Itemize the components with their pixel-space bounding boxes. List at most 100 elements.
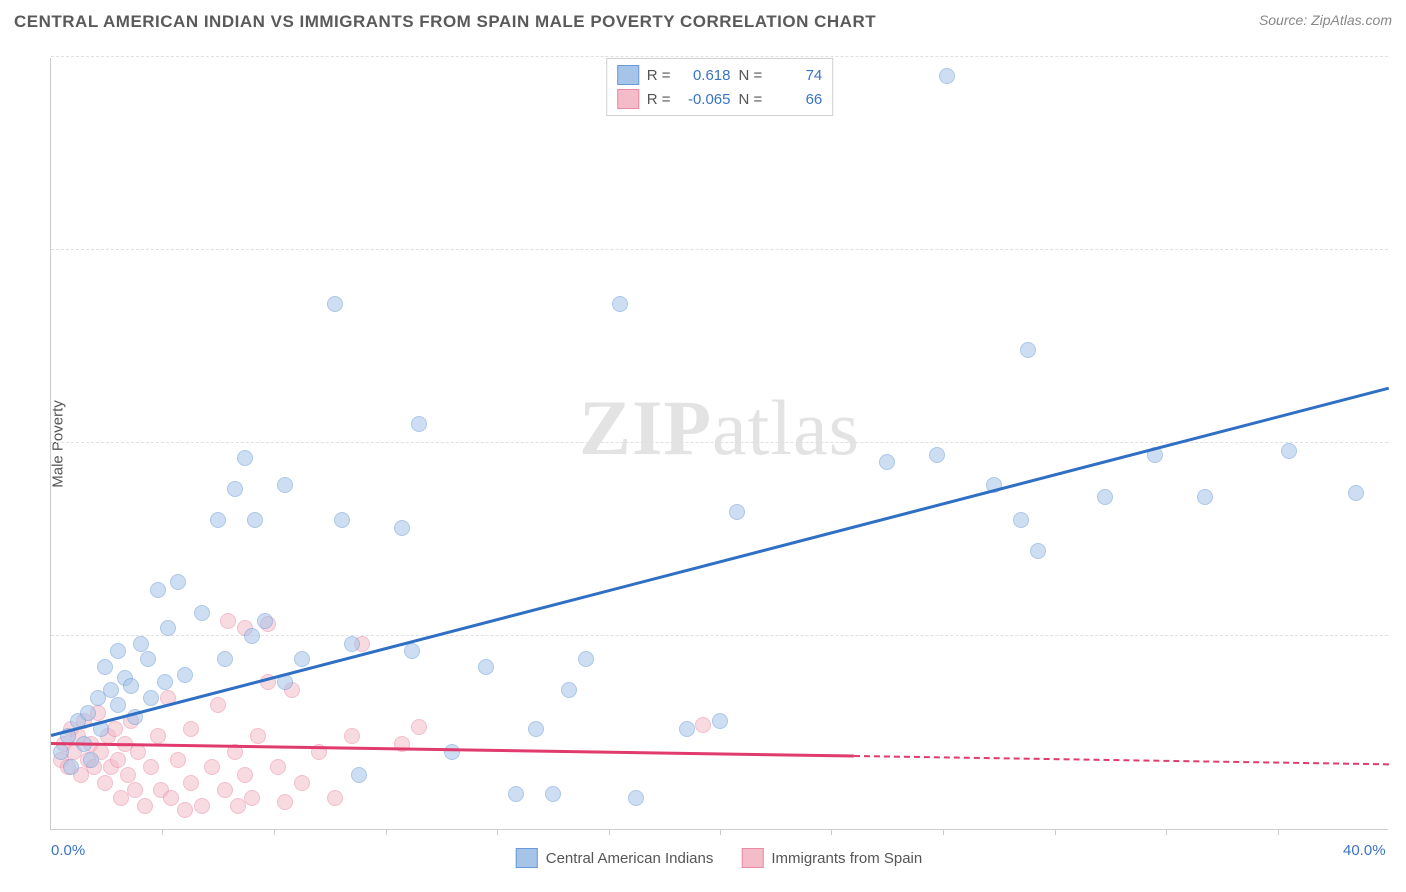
scatter-point-cai [140,651,156,667]
scatter-point-ifs [244,790,260,806]
legend-swatch-cai [516,848,538,868]
scatter-point-cai [327,296,343,312]
scatter-point-cai [170,574,186,590]
scatter-point-ifs [143,759,159,775]
x-minor-tick [609,829,610,835]
scatter-point-cai [1097,489,1113,505]
x-minor-tick [831,829,832,835]
scatter-point-ifs [411,719,427,735]
scatter-point-cai [210,512,226,528]
scatter-point-cai [334,512,350,528]
scatter-point-ifs [120,767,136,783]
x-minor-tick [1055,829,1056,835]
n-label: N = [739,67,763,84]
scatter-point-ifs [327,790,343,806]
scatter-point-cai [80,705,96,721]
chart-area: Male Poverty ZIPatlas R = 0.618 N = 74 R… [50,58,1388,830]
scatter-point-cai [143,690,159,706]
scatter-point-cai [103,682,119,698]
trendline [854,755,1389,765]
scatter-point-cai [294,651,310,667]
scatter-point-cai [110,697,126,713]
legend-item-ifs: Immigrants from Spain [741,848,922,868]
legend-swatch-ifs [741,848,763,868]
x-tick-label: 40.0% [1343,842,1386,859]
scatter-point-cai [110,643,126,659]
scatter-point-cai [528,721,544,737]
scatter-point-ifs [220,613,236,629]
x-minor-tick [1166,829,1167,835]
source-label: Source: ZipAtlas.com [1259,12,1392,28]
scatter-point-cai [83,752,99,768]
scatter-point-ifs [183,721,199,737]
scatter-point-cai [160,620,176,636]
header: CENTRAL AMERICAN INDIAN VS IMMIGRANTS FR… [14,12,1392,32]
scatter-point-cai [1030,543,1046,559]
scatter-point-ifs [150,728,166,744]
x-minor-tick [943,829,944,835]
legend-item-cai: Central American Indians [516,848,714,868]
scatter-point-ifs [217,782,233,798]
scatter-point-ifs [237,767,253,783]
scatter-point-cai [217,651,233,667]
gridline [51,56,1388,57]
scatter-point-cai [939,68,955,84]
scatter-point-cai [227,481,243,497]
stats-legend: R = 0.618 N = 74 R = -0.065 N = 66 [606,58,834,116]
scatter-point-ifs [130,744,146,760]
y-tick-label: 25.0% [1396,628,1406,645]
scatter-point-cai [1281,443,1297,459]
scatter-point-ifs [97,775,113,791]
scatter-point-ifs [250,728,266,744]
scatter-point-cai [63,759,79,775]
y-tick-label: 75.0% [1396,242,1406,259]
gridline [51,442,1388,443]
scatter-point-cai [578,651,594,667]
r-value-cai: 0.618 [679,67,731,84]
swatch-ifs [617,89,639,109]
scatter-point-cai [177,667,193,683]
scatter-point-cai [237,450,253,466]
scatter-point-ifs [137,798,153,814]
scatter-point-cai [133,636,149,652]
bottom-legend: Central American Indians Immigrants from… [516,848,922,868]
r-label: R = [647,91,671,108]
scatter-point-cai [712,713,728,729]
scatter-point-ifs [177,802,193,818]
scatter-point-cai [1013,512,1029,528]
scatter-point-cai [1020,342,1036,358]
scatter-point-cai [247,512,263,528]
scatter-point-cai [157,674,173,690]
scatter-point-cai [679,721,695,737]
x-minor-tick [1278,829,1279,835]
scatter-point-cai [277,477,293,493]
scatter-point-cai [344,636,360,652]
scatter-point-ifs [170,752,186,768]
scatter-point-cai [729,504,745,520]
page-title: CENTRAL AMERICAN INDIAN VS IMMIGRANTS FR… [14,12,876,32]
x-minor-tick [497,829,498,835]
scatter-point-ifs [277,794,293,810]
n-value-ifs: 66 [770,91,822,108]
scatter-point-cai [1348,485,1364,501]
x-minor-tick [274,829,275,835]
gridline [51,249,1388,250]
r-label: R = [647,67,671,84]
scatter-point-cai [97,659,113,675]
scatter-point-ifs [270,759,286,775]
x-minor-tick [386,829,387,835]
scatter-point-cai [257,613,273,629]
scatter-point-cai [478,659,494,675]
stats-row-ifs: R = -0.065 N = 66 [617,87,823,111]
scatter-point-ifs [695,717,711,733]
y-tick-label: 50.0% [1396,435,1406,452]
scatter-point-cai [545,786,561,802]
scatter-point-cai [561,682,577,698]
scatter-point-ifs [183,775,199,791]
scatter-plot: ZIPatlas R = 0.618 N = 74 R = -0.065 N =… [50,58,1388,830]
scatter-point-ifs [127,782,143,798]
scatter-point-cai [879,454,895,470]
scatter-point-cai [150,582,166,598]
x-minor-tick [162,829,163,835]
r-value-ifs: -0.065 [679,91,731,108]
